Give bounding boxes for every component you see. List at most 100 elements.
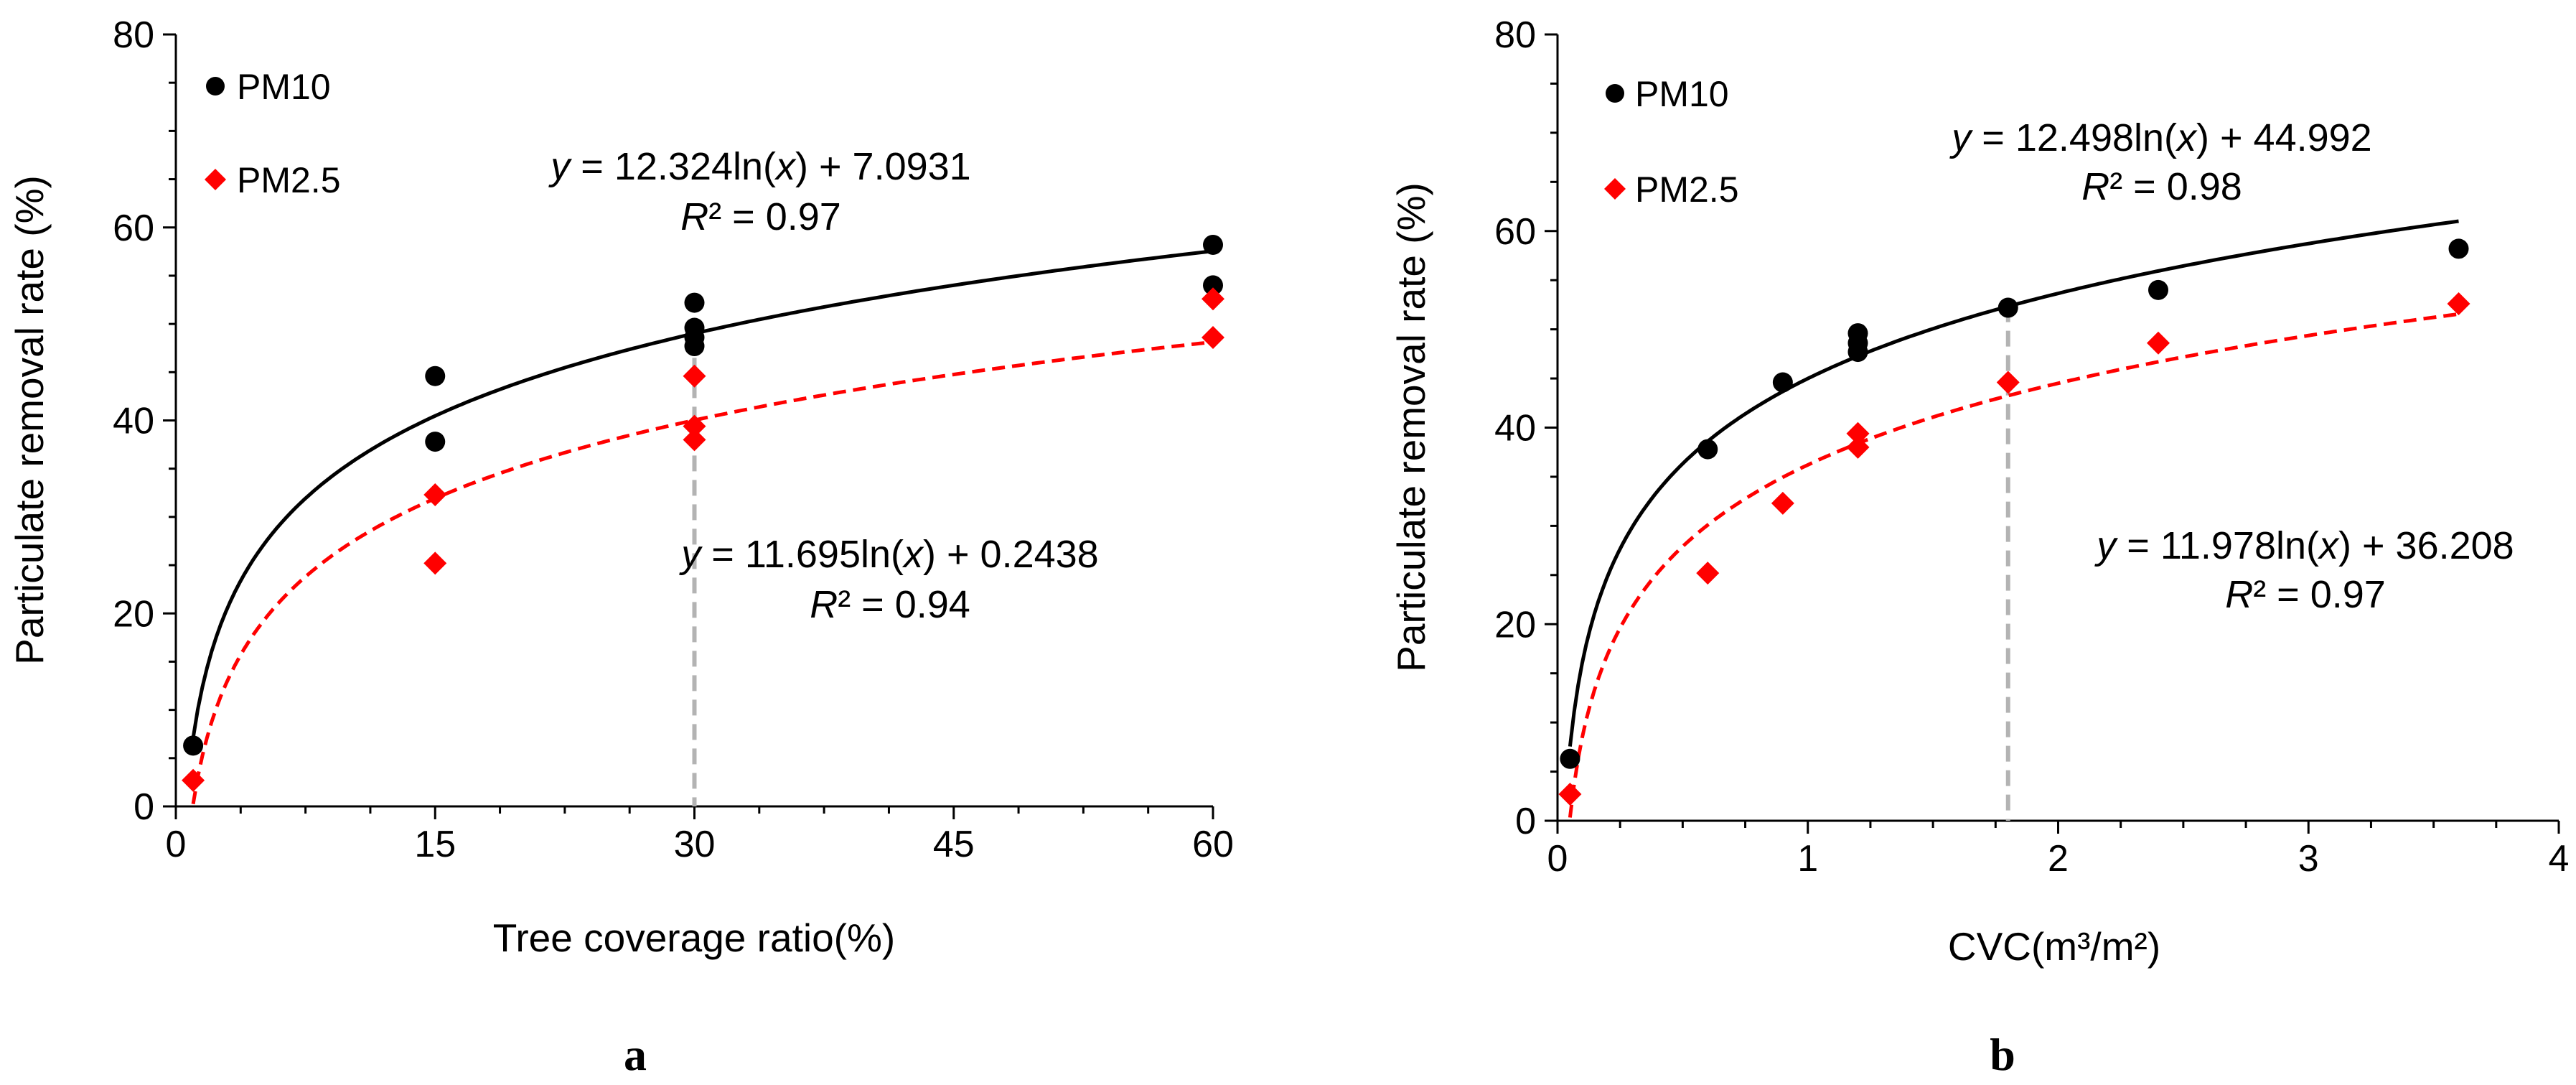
legend-marker-pm25 [205, 169, 226, 190]
y-tick-label: 60 [113, 208, 154, 249]
r-squared-value: ² = 0.97 [708, 195, 841, 238]
data-point-pm25 [1771, 491, 1794, 515]
y-tick-label: 20 [1494, 604, 1536, 646]
data-point-pm10 [1697, 439, 1718, 460]
data-point-pm10 [2148, 279, 2168, 300]
data-point-pm10 [1203, 275, 1223, 296]
x-tick-label: 60 [1192, 824, 1234, 865]
x-tick-label: 1 [1797, 838, 1818, 880]
data-point-pm10 [2448, 238, 2469, 259]
r-squared-value: ² = 0.97 [2253, 573, 2386, 616]
y-tick-label: 80 [113, 14, 154, 56]
equation-intercept: ) + 44.992 [2196, 116, 2372, 159]
x-tick-label: 0 [166, 824, 187, 865]
x-tick-label: 4 [2549, 838, 2570, 880]
data-point-pm10 [1203, 234, 1223, 255]
equation-x-symbol: x [2175, 116, 2198, 159]
y-axis-title: Particulate removal rate (%) [7, 175, 52, 665]
data-point-pm25 [683, 414, 706, 438]
r-symbol: R [810, 583, 838, 626]
y-tick-label: 80 [1494, 14, 1536, 56]
equation-x-symbol: x [901, 533, 924, 576]
equation-y-symbol: y [548, 145, 572, 188]
y-tick-label: 60 [1494, 211, 1536, 253]
equation-y-symbol: y [678, 533, 703, 576]
x-tick-label: 30 [674, 824, 716, 865]
legend-label-pm25: PM2.5 [1635, 169, 1739, 210]
equation-intercept: ) + 0.2438 [923, 533, 1099, 576]
data-point-pm10 [1772, 372, 1793, 393]
r-symbol: R [680, 195, 708, 238]
equation-y-symbol: y [2094, 524, 2118, 567]
trend-equation: y = 11.978ln(x) + 36.208 [2094, 524, 2514, 567]
trendline-pm25 [1568, 312, 2459, 818]
x-tick-label: 2 [2048, 838, 2069, 880]
data-point-pm10 [1847, 342, 1868, 363]
chart-panel-b: 0 20 40 60 80 0 1 2 3 4 CVC(m³/m²) Particulate remo… [1389, 14, 2569, 1080]
equation-intercept: ) + 36.208 [2338, 524, 2514, 567]
equation-body: = 12.498ln( [1971, 116, 2177, 159]
y-tick-label: 40 [1494, 408, 1536, 450]
data-point-pm25 [1202, 325, 1224, 349]
data-point-pm25 [423, 551, 447, 575]
legend-marker-pm10 [206, 77, 225, 96]
data-point-pm25 [423, 483, 447, 506]
r-squared-value: ² = 0.98 [2109, 165, 2242, 208]
equation-body: = 11.978ln( [2116, 524, 2319, 567]
legend-label-pm10: PM10 [237, 67, 331, 107]
legend-marker-pm25 [1604, 178, 1626, 200]
x-tick-label: 3 [2298, 838, 2319, 880]
equation-x-symbol: x [2317, 524, 2340, 567]
r-squared: R² = 0.97 [680, 195, 841, 238]
x-tick-label: 45 [933, 824, 975, 865]
r-squared: R² = 0.94 [810, 583, 970, 626]
data-point-pm25 [1696, 562, 1720, 585]
data-point-pm25 [683, 428, 706, 452]
data-point-pm10 [684, 336, 705, 357]
equation-y-symbol: y [1949, 116, 1973, 159]
trend-equation: y = 12.324ln(x) + 7.0931 [548, 145, 970, 188]
y-axis-title: Particulate removal rate (%) [1389, 182, 1433, 672]
data-point-pm25 [1996, 371, 2020, 394]
legend-label-pm25: PM2.5 [237, 160, 341, 200]
panel-label: a [624, 1029, 647, 1080]
data-point-pm25 [2147, 331, 2170, 355]
trend-equation: y = 11.695ln(x) + 0.2438 [678, 533, 1098, 576]
y-tick-label: 20 [113, 593, 154, 635]
equation-body: = 11.695ln( [701, 533, 904, 576]
data-point-pm10 [183, 735, 204, 756]
data-point-pm25 [1846, 435, 1870, 459]
r-symbol: R [2225, 573, 2253, 616]
r-squared-value: ² = 0.94 [838, 583, 970, 626]
data-point-pm25 [1202, 287, 1224, 311]
r-squared: R² = 0.97 [2225, 573, 2386, 616]
y-tick-label: 0 [134, 786, 154, 828]
trend-equation: y = 12.498ln(x) + 44.992 [1949, 116, 2371, 159]
r-symbol: R [2081, 165, 2109, 208]
x-axis-title: Tree coverage ratio(%) [493, 916, 895, 960]
chart-panel-a: 0 20 40 60 80 0 15 30 45 60 Tree coverage ratio(%)… [7, 14, 1234, 1080]
data-point-pm25 [2447, 292, 2470, 316]
data-point-pm10 [1560, 748, 1580, 769]
x-tick-label: 0 [1547, 838, 1568, 880]
data-point-pm10 [1997, 297, 2018, 318]
trendline-pm25 [191, 340, 1214, 805]
r-squared: R² = 0.98 [2081, 165, 2242, 208]
data-point-pm25 [1558, 783, 1582, 806]
data-point-pm10 [684, 292, 705, 313]
data-point-pm10 [425, 365, 446, 386]
legend-marker-pm10 [1606, 84, 1624, 103]
panel-label: b [1990, 1029, 2015, 1080]
equation-body: = 12.324ln( [570, 145, 776, 188]
data-point-pm25 [683, 364, 706, 388]
y-tick-label: 40 [113, 401, 154, 442]
equation-x-symbol: x [774, 145, 797, 188]
data-point-pm10 [425, 432, 446, 452]
x-tick-label: 15 [414, 824, 456, 865]
y-tick-label: 0 [1515, 801, 1536, 842]
data-point-pm25 [182, 768, 205, 792]
x-axis-title: CVC(m³/m²) [1948, 924, 2160, 969]
legend-label-pm10: PM10 [1635, 74, 1729, 114]
data-point-pm25 [1846, 422, 1870, 445]
